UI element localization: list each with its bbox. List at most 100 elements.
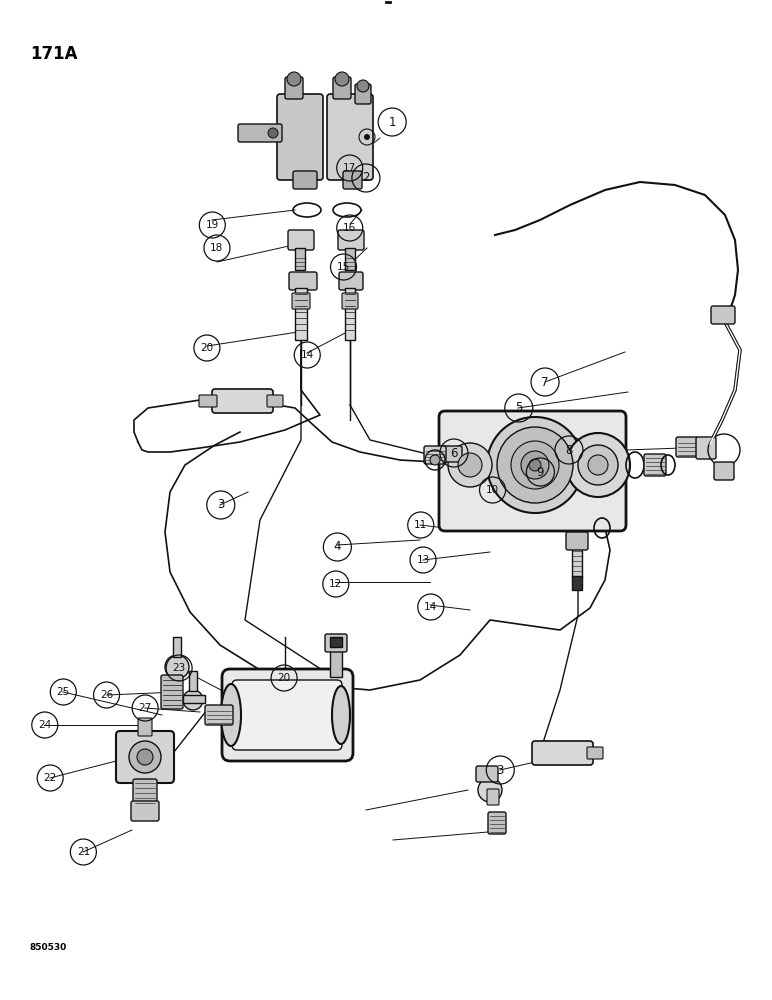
FancyBboxPatch shape: [343, 171, 362, 189]
Ellipse shape: [221, 684, 241, 746]
FancyBboxPatch shape: [289, 272, 317, 290]
Bar: [345, 288, 355, 340]
Circle shape: [335, 72, 349, 86]
Text: 7: 7: [541, 375, 549, 388]
FancyBboxPatch shape: [131, 801, 159, 821]
FancyBboxPatch shape: [222, 669, 353, 761]
FancyBboxPatch shape: [327, 94, 373, 180]
FancyBboxPatch shape: [424, 446, 446, 464]
FancyBboxPatch shape: [487, 789, 499, 805]
FancyBboxPatch shape: [205, 705, 233, 725]
Bar: [295, 288, 307, 340]
Text: 19: 19: [205, 220, 219, 230]
Bar: [345, 248, 355, 270]
Text: 6: 6: [450, 447, 458, 460]
FancyBboxPatch shape: [116, 731, 174, 783]
FancyBboxPatch shape: [138, 718, 152, 736]
Bar: [572, 576, 582, 590]
FancyBboxPatch shape: [488, 812, 506, 834]
Bar: [173, 637, 181, 657]
FancyBboxPatch shape: [676, 437, 698, 457]
Circle shape: [588, 455, 608, 475]
FancyBboxPatch shape: [476, 766, 498, 782]
Bar: [330, 637, 342, 647]
Ellipse shape: [332, 686, 350, 744]
FancyBboxPatch shape: [333, 77, 351, 99]
FancyBboxPatch shape: [587, 747, 603, 759]
Circle shape: [129, 741, 161, 773]
Bar: [189, 671, 197, 691]
Circle shape: [430, 455, 440, 465]
Text: 4: 4: [334, 540, 341, 554]
FancyBboxPatch shape: [440, 446, 462, 462]
FancyBboxPatch shape: [232, 680, 342, 750]
Text: 2: 2: [362, 171, 370, 184]
Text: 14: 14: [300, 350, 314, 360]
FancyBboxPatch shape: [714, 462, 734, 480]
Text: 10: 10: [486, 485, 499, 495]
FancyBboxPatch shape: [293, 171, 317, 189]
Text: 23: 23: [172, 663, 186, 673]
FancyBboxPatch shape: [238, 124, 282, 142]
FancyBboxPatch shape: [325, 634, 347, 652]
Circle shape: [268, 128, 278, 138]
Circle shape: [448, 443, 492, 487]
Text: 24: 24: [38, 720, 52, 730]
FancyBboxPatch shape: [285, 77, 303, 99]
Text: 14: 14: [424, 602, 438, 612]
Text: 21: 21: [76, 847, 90, 857]
Circle shape: [183, 690, 203, 710]
FancyBboxPatch shape: [292, 293, 310, 309]
Circle shape: [357, 80, 369, 92]
Text: 20: 20: [200, 343, 214, 353]
Text: 1: 1: [388, 115, 396, 128]
Text: 17: 17: [343, 163, 357, 173]
Text: 18: 18: [210, 243, 224, 253]
Bar: [183, 695, 205, 703]
Text: 13: 13: [416, 555, 430, 565]
Bar: [330, 647, 342, 677]
Circle shape: [511, 441, 559, 489]
FancyBboxPatch shape: [696, 437, 716, 459]
FancyBboxPatch shape: [644, 454, 666, 476]
Circle shape: [458, 453, 482, 477]
Text: 22: 22: [43, 773, 57, 783]
Text: 15: 15: [337, 262, 350, 272]
Circle shape: [529, 459, 541, 471]
Text: 20: 20: [277, 673, 291, 683]
FancyBboxPatch shape: [342, 293, 358, 309]
FancyBboxPatch shape: [267, 395, 283, 407]
FancyBboxPatch shape: [339, 272, 363, 290]
FancyBboxPatch shape: [439, 411, 626, 531]
Circle shape: [578, 445, 618, 485]
FancyBboxPatch shape: [277, 94, 323, 180]
Circle shape: [478, 778, 502, 802]
Text: 12: 12: [329, 579, 343, 589]
Circle shape: [287, 72, 301, 86]
FancyBboxPatch shape: [338, 230, 364, 250]
Circle shape: [521, 451, 549, 479]
Text: 8: 8: [565, 444, 573, 456]
Text: 171A: 171A: [30, 45, 77, 63]
Text: 11: 11: [414, 520, 428, 530]
FancyBboxPatch shape: [355, 84, 371, 104]
FancyBboxPatch shape: [288, 230, 314, 250]
Text: 5: 5: [515, 401, 523, 414]
FancyBboxPatch shape: [161, 675, 183, 709]
Text: 3: 3: [496, 764, 504, 776]
FancyBboxPatch shape: [711, 306, 735, 324]
Text: 25: 25: [56, 687, 70, 697]
FancyBboxPatch shape: [133, 779, 157, 805]
FancyBboxPatch shape: [532, 741, 593, 765]
FancyBboxPatch shape: [212, 389, 273, 413]
Circle shape: [497, 427, 573, 503]
Text: 27: 27: [138, 703, 152, 713]
Text: 16: 16: [343, 223, 357, 233]
Bar: [572, 548, 582, 578]
Circle shape: [364, 134, 370, 140]
Circle shape: [487, 417, 583, 513]
Text: 850530: 850530: [30, 943, 67, 952]
Bar: [295, 248, 305, 270]
Text: 26: 26: [100, 690, 113, 700]
Circle shape: [165, 655, 189, 679]
